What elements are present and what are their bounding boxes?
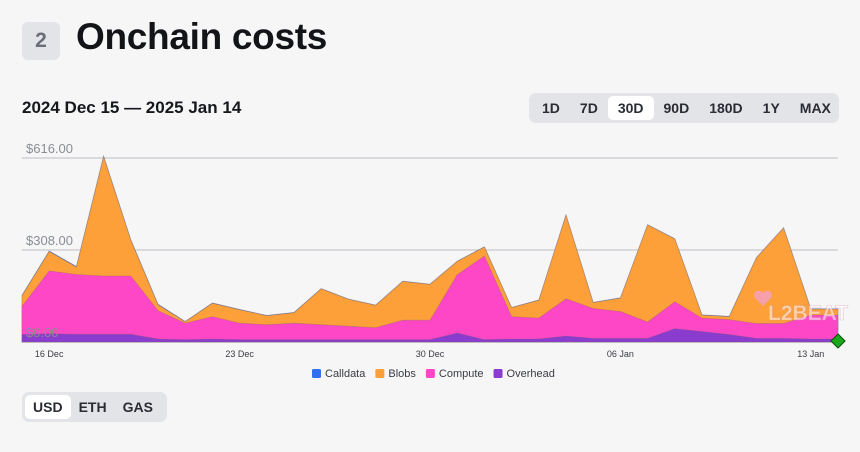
legend-swatch-compute	[425, 369, 435, 378]
legend-label-calldata: Calldata	[325, 368, 366, 380]
unit-tab-gas[interactable]: GAS	[122, 399, 153, 415]
legend-label-blobs: Blobs	[388, 368, 416, 380]
l2beat-watermark: L2BEAT	[754, 290, 849, 325]
page-title: Onchain costs	[76, 16, 328, 57]
x-tick-label: 06 Jan	[607, 349, 634, 359]
chart-areas	[21, 154, 839, 343]
legend-swatch-blobs	[375, 369, 385, 378]
range-tab-7d[interactable]: 7D	[579, 100, 598, 116]
area-overhead	[21, 328, 839, 343]
range-tab-max[interactable]: MAX	[799, 100, 831, 116]
legend-label-compute: Compute	[439, 368, 484, 380]
x-tick-label: 23 Dec	[225, 349, 254, 359]
y-axis-labels: $0.00 $308.00 $616.00	[26, 141, 73, 340]
legend-label-overhead: Overhead	[507, 368, 555, 380]
date-range: 2024 Dec 15 — 2025 Jan 14	[22, 98, 242, 117]
section-number-badge: 2	[22, 22, 60, 60]
unit-selector: USD ETH GAS	[22, 392, 167, 422]
watermark-text: L2BEAT	[768, 302, 848, 325]
range-tab-180d[interactable]: 180D	[709, 100, 743, 116]
y-tick-label: $616.00	[26, 141, 73, 156]
range-tab-1d[interactable]: 1D	[542, 100, 560, 116]
area-blobs	[21, 155, 839, 343]
range-tab-1y[interactable]: 1Y	[762, 100, 780, 116]
unit-tab-usd[interactable]: USD	[25, 395, 71, 419]
x-tick-label: 30 Dec	[416, 349, 445, 359]
x-axis-ticks: 16 Dec 23 Dec 30 Dec 06 Jan 13 Jan	[35, 349, 824, 359]
time-range-selector: 1D 7D 30D 90D 180D 1Y MAX	[529, 93, 839, 123]
x-tick-label: 13 Jan	[797, 349, 824, 359]
y-tick-label: $0.00	[26, 325, 59, 340]
range-tab-90d[interactable]: 90D	[663, 100, 690, 116]
chart-legend: Calldata Blobs Compute Overhead	[312, 368, 555, 380]
latest-point-marker[interactable]	[830, 333, 846, 349]
range-tab-30d[interactable]: 30D	[607, 96, 654, 120]
unit-tab-eth[interactable]: ETH	[78, 399, 107, 415]
legend-swatch-calldata	[312, 369, 321, 378]
x-tick-label: 16 Dec	[35, 349, 64, 359]
area-compute	[21, 255, 839, 343]
legend-swatch-overhead	[493, 369, 503, 378]
onchain-costs-chart[interactable]: $0.00 $308.00 $616.00 16 Dec 23 Dec 30 Dec 06…	[0, 130, 860, 392]
y-tick-label: $308.00	[26, 233, 73, 248]
watermark-heart-icon	[754, 290, 772, 306]
